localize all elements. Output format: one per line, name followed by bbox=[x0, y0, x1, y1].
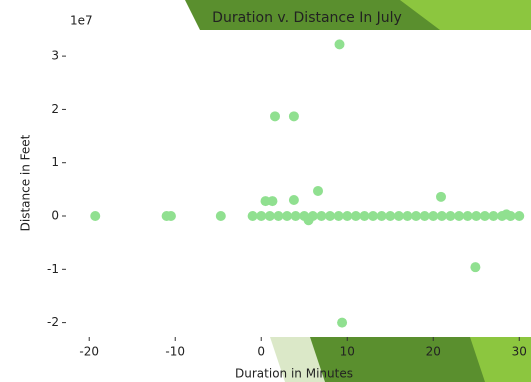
y-offset-label: 1e7 bbox=[70, 14, 93, 28]
point bbox=[333, 211, 344, 222]
point bbox=[269, 111, 280, 122]
plot-area bbox=[66, 30, 527, 337]
point bbox=[334, 39, 345, 50]
chart-title: Duration v. Distance In July bbox=[212, 10, 402, 26]
point bbox=[256, 211, 267, 222]
y-axis-label: Distance in Feet bbox=[19, 134, 33, 231]
point bbox=[402, 211, 413, 222]
point bbox=[316, 211, 327, 222]
decoration bbox=[400, 0, 531, 30]
point bbox=[514, 211, 525, 222]
point bbox=[247, 211, 258, 222]
point bbox=[501, 209, 512, 220]
decoration bbox=[270, 337, 325, 382]
point bbox=[282, 211, 293, 222]
point bbox=[215, 211, 226, 222]
point bbox=[359, 211, 370, 222]
point bbox=[436, 211, 447, 222]
point bbox=[385, 211, 396, 222]
point bbox=[470, 262, 481, 273]
point bbox=[454, 211, 465, 222]
point bbox=[488, 211, 499, 222]
point bbox=[479, 211, 490, 222]
point bbox=[264, 211, 275, 222]
x-tick-label: -10 bbox=[165, 345, 185, 359]
point bbox=[428, 211, 439, 222]
y-tick-label: 2 bbox=[51, 102, 59, 116]
point bbox=[462, 211, 473, 222]
point bbox=[342, 211, 353, 222]
point bbox=[350, 211, 361, 222]
point bbox=[260, 196, 271, 207]
point bbox=[393, 211, 404, 222]
y-tick-label: 3 bbox=[51, 49, 59, 63]
decoration bbox=[300, 337, 531, 382]
point bbox=[273, 211, 284, 222]
point bbox=[376, 211, 387, 222]
y-tick-label: 1 bbox=[51, 155, 59, 169]
point bbox=[267, 196, 278, 207]
point bbox=[290, 211, 301, 222]
point bbox=[313, 185, 324, 196]
x-tick-label: 0 bbox=[257, 345, 265, 359]
point bbox=[288, 111, 299, 122]
point bbox=[471, 211, 482, 222]
y-tick-label: -2 bbox=[47, 315, 59, 329]
x-tick-label: -20 bbox=[79, 345, 99, 359]
x-tick-label: 20 bbox=[426, 345, 441, 359]
x-axis-label: Duration in Minutes bbox=[235, 367, 353, 381]
point bbox=[368, 211, 379, 222]
y-tick-label: 0 bbox=[51, 209, 59, 223]
point bbox=[303, 215, 314, 226]
point bbox=[435, 191, 446, 202]
point bbox=[419, 211, 430, 222]
point bbox=[165, 211, 176, 222]
point bbox=[325, 211, 336, 222]
point bbox=[337, 317, 348, 328]
x-tick-label: 30 bbox=[512, 345, 527, 359]
point bbox=[90, 211, 101, 222]
x-tick-label: 10 bbox=[340, 345, 355, 359]
decoration bbox=[470, 337, 531, 382]
point bbox=[288, 195, 299, 206]
point bbox=[445, 211, 456, 222]
point bbox=[411, 211, 422, 222]
y-tick-label: -1 bbox=[47, 262, 59, 276]
